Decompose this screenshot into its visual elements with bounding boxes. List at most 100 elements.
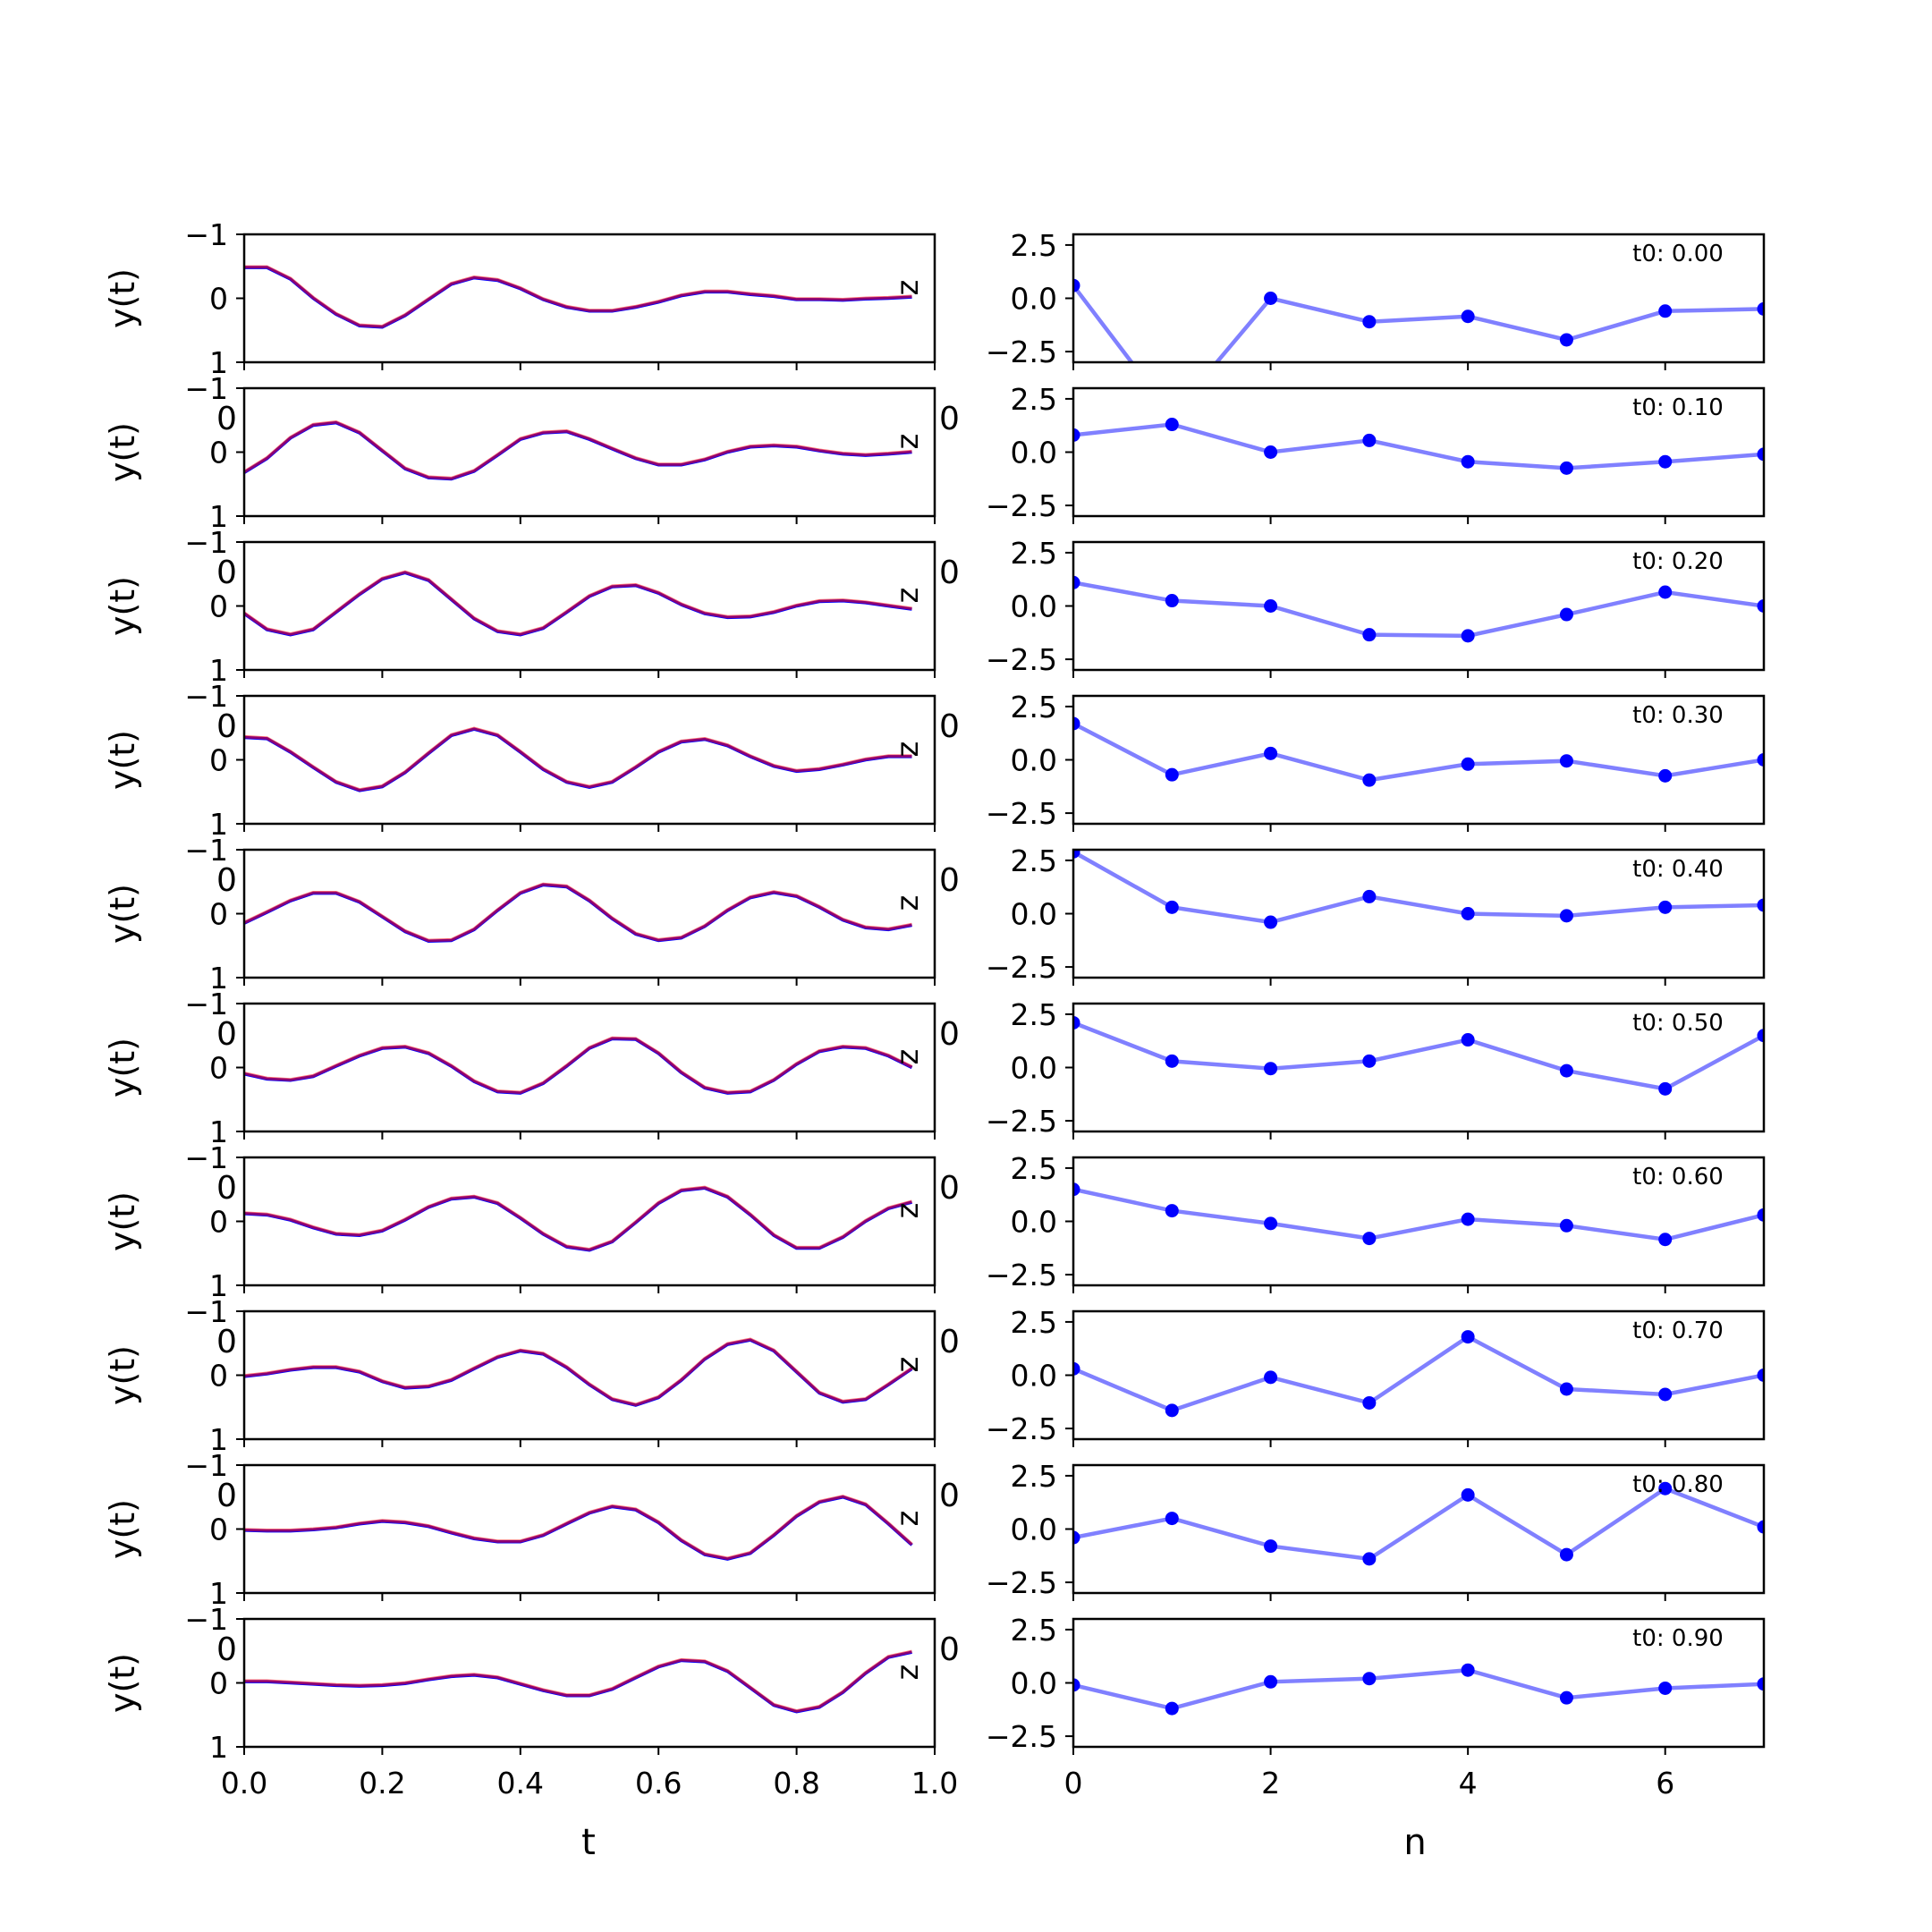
z-point bbox=[1073, 1361, 1080, 1376]
y-series-red bbox=[244, 570, 912, 636]
panel-row-8: 10−1y(t) z0 02.50.0−2.5t0: 0.80 bbox=[103, 1448, 1766, 1611]
z-y-tick-label: 2.5 bbox=[1011, 1305, 1057, 1340]
z-point bbox=[1362, 1395, 1377, 1410]
z-point bbox=[1362, 1054, 1377, 1068]
z-point bbox=[1073, 1530, 1080, 1545]
z-series-group bbox=[1073, 1330, 1764, 1418]
z-y-tick-label: −2.5 bbox=[986, 1719, 1057, 1754]
z-point bbox=[1658, 900, 1673, 914]
overlap-text-left: 0 bbox=[216, 555, 237, 591]
z-point bbox=[1658, 1481, 1673, 1496]
y-tick-label: 0 bbox=[209, 743, 228, 778]
y-tick-label: 1 bbox=[209, 345, 228, 380]
t0-label: t0: 0.20 bbox=[1632, 548, 1724, 575]
z-y-tick-label: 0.0 bbox=[1011, 1051, 1057, 1086]
overlap-text-mid: 0 bbox=[939, 1170, 960, 1207]
z-series-line bbox=[1073, 1486, 1764, 1562]
z-point bbox=[1559, 1218, 1573, 1233]
y-tick-label: 1 bbox=[209, 1730, 228, 1765]
y-series-red bbox=[244, 1185, 912, 1251]
z-label-overlap: z bbox=[890, 1511, 926, 1527]
y-tick-label: 0 bbox=[209, 1359, 228, 1394]
z-series-group bbox=[1073, 1182, 1764, 1247]
z-point bbox=[1658, 1081, 1673, 1096]
z-series-line bbox=[1073, 1187, 1764, 1242]
z-label-overlap: z bbox=[890, 588, 926, 604]
panel-row-1: 10−1y(t) z0 02.50.0−2.5t0: 0.10 bbox=[103, 371, 1766, 534]
z-point bbox=[1362, 1552, 1377, 1566]
y-tick-label: −1 bbox=[184, 987, 228, 1021]
z-point bbox=[1559, 1547, 1573, 1562]
z-point bbox=[1264, 292, 1278, 305]
z-x-tick-label: 2 bbox=[1261, 1766, 1280, 1801]
y-tick-label: 1 bbox=[209, 807, 228, 842]
y-tick-label: 1 bbox=[209, 653, 228, 688]
y-series-blue bbox=[244, 1037, 913, 1095]
z-point bbox=[1461, 1212, 1475, 1226]
left-axes-frame bbox=[242, 1002, 936, 1133]
z-point bbox=[1264, 1062, 1278, 1076]
z-label-overlap: z bbox=[890, 1357, 926, 1373]
y-series-blue bbox=[244, 727, 912, 792]
z-y-tick-label: 2.5 bbox=[1011, 1459, 1057, 1494]
right-xlabel: n bbox=[1403, 1822, 1426, 1863]
z-label-overlap: z bbox=[890, 1049, 926, 1065]
y-series-red bbox=[244, 265, 912, 328]
y-axis-label: y(t) bbox=[103, 422, 142, 482]
z-point bbox=[1165, 1512, 1179, 1526]
x-tick-label: 0.0 bbox=[221, 1766, 267, 1801]
z-point bbox=[1658, 1387, 1673, 1402]
y-series-red bbox=[244, 1337, 913, 1407]
left-axes-frame bbox=[242, 694, 936, 826]
z-point bbox=[1165, 418, 1179, 432]
z-label-overlap: z bbox=[890, 1203, 926, 1219]
z-series-line bbox=[1073, 850, 1764, 925]
z-y-tick-label: −2.5 bbox=[986, 1258, 1057, 1292]
z-point bbox=[1757, 1368, 1764, 1382]
overlap-text-mid: 0 bbox=[939, 708, 960, 745]
z-y-tick-label: −2.5 bbox=[986, 1411, 1057, 1446]
z-label-overlap: z bbox=[890, 1665, 926, 1681]
z-series-line bbox=[1073, 580, 1764, 639]
x-tick-label: 0.4 bbox=[497, 1766, 544, 1801]
overlap-text-left: 0 bbox=[216, 1324, 237, 1360]
z-y-tick-label: 0.0 bbox=[1011, 1205, 1057, 1240]
y-series-red bbox=[244, 726, 912, 792]
y-tick-label: −1 bbox=[184, 525, 228, 560]
z-point bbox=[1362, 1672, 1377, 1686]
panel-row-4: 10−1y(t) z0 02.50.0−2.5t0: 0.40 bbox=[103, 833, 1766, 996]
panel-row-0: 1 0 −1 y(t) z 2.5 0.0 −2.5 t0: 0.00 bbox=[103, 217, 1766, 380]
z-point bbox=[1658, 768, 1673, 783]
z-y-tick-label: 0.0 bbox=[1011, 282, 1057, 317]
z-point bbox=[1362, 773, 1377, 787]
z-point bbox=[1461, 907, 1475, 920]
z-point bbox=[1165, 900, 1179, 914]
y-tick-label: 0 bbox=[209, 282, 228, 317]
z-y-tick-label: −2.5 bbox=[986, 488, 1057, 523]
z-point bbox=[1264, 1216, 1278, 1231]
z-point bbox=[1757, 1029, 1764, 1043]
t0-label: t0: 0.70 bbox=[1632, 1318, 1724, 1344]
z-point bbox=[1559, 1690, 1573, 1705]
z-point bbox=[1362, 1232, 1377, 1246]
overlap-text-mid: 0 bbox=[939, 555, 960, 591]
left-axes-frame bbox=[242, 1156, 936, 1287]
z-point bbox=[1362, 628, 1377, 642]
z-point bbox=[1757, 599, 1764, 613]
overlap-text-left: 0 bbox=[216, 708, 237, 745]
y-series-blue bbox=[244, 1186, 912, 1252]
z-point bbox=[1362, 433, 1377, 447]
z-point bbox=[1559, 461, 1573, 475]
z-point bbox=[1559, 754, 1573, 768]
z-point bbox=[1461, 757, 1475, 771]
z-point bbox=[1461, 309, 1475, 324]
overlap-text-left: 0 bbox=[216, 1016, 237, 1053]
left-axes-frame bbox=[242, 1617, 936, 1749]
y-tick-label: −1 bbox=[184, 371, 228, 406]
y-tick-label: 0 bbox=[209, 1666, 228, 1701]
z-label-overlap: z bbox=[890, 434, 926, 450]
y-tick-label: 1 bbox=[209, 1422, 228, 1457]
z-point bbox=[1165, 594, 1179, 608]
overlap-text-left: 0 bbox=[216, 1478, 237, 1514]
z-series-line bbox=[1073, 1334, 1764, 1413]
